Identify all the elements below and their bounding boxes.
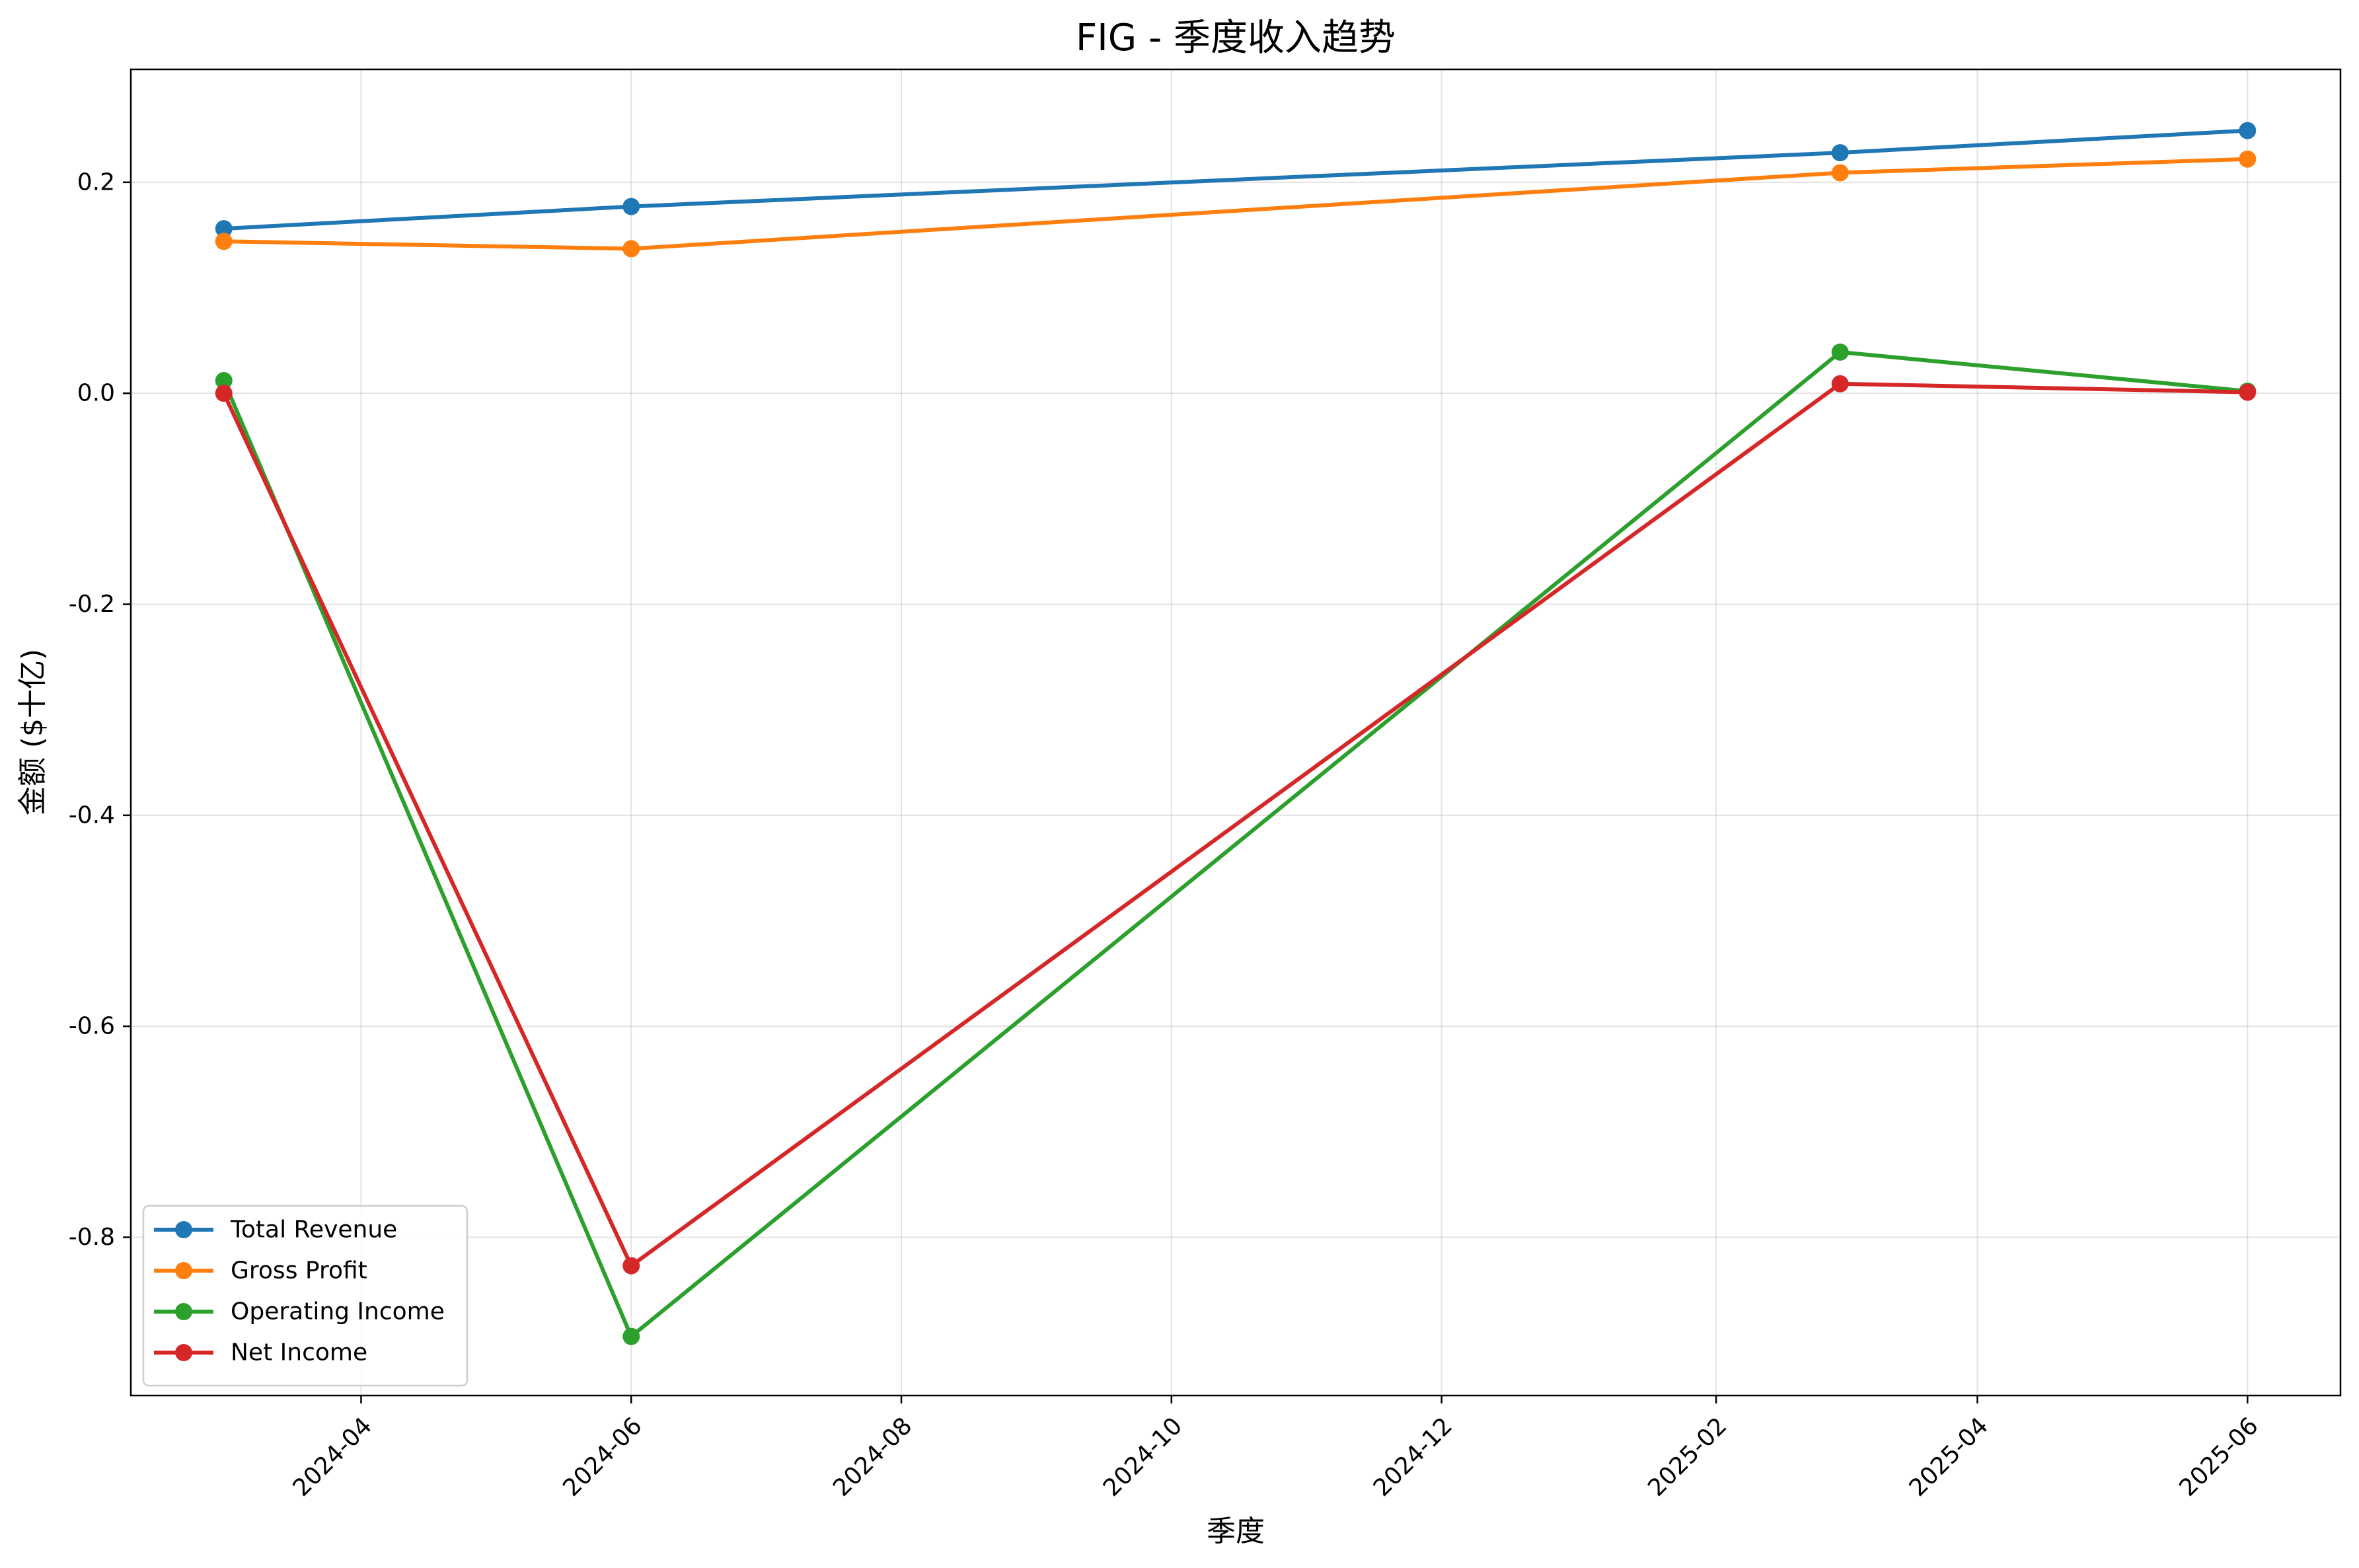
legend-swatch-marker <box>175 1262 192 1279</box>
legend-item: Operating Income <box>154 1298 445 1325</box>
plot-frame <box>130 68 2342 1397</box>
legend-label: Total Revenue <box>230 1216 397 1244</box>
y-tick-label: -0.2 <box>69 591 115 618</box>
series-line <box>223 128 2248 231</box>
data-point <box>215 220 233 238</box>
series-total-revenue <box>215 122 2257 238</box>
series-gross-profit <box>215 150 2257 258</box>
data-point <box>1831 144 1849 162</box>
legend-label: Net Income <box>231 1339 367 1366</box>
data-point <box>622 1327 640 1345</box>
data-point <box>1831 375 1849 392</box>
series-line <box>221 350 2248 1339</box>
legend-swatch-marker <box>175 1344 192 1361</box>
legend-swatch-marker <box>175 1221 192 1238</box>
y-tick-label: -0.8 <box>69 1224 115 1251</box>
legend-item: Gross Profit <box>154 1257 367 1285</box>
y-tick-label: 0.0 <box>77 380 115 407</box>
y-tick-label: 0.2 <box>77 168 115 196</box>
y-axis-title: 金额 ($十亿) <box>16 649 50 815</box>
data-point <box>215 372 233 390</box>
data-point <box>622 240 640 258</box>
data-point <box>2239 122 2257 139</box>
series-net-income <box>215 375 2257 1275</box>
series-line <box>222 381 2248 1268</box>
series-layer <box>215 122 2257 1345</box>
chart-title: FIG - 季度收入趋势 <box>1076 17 1396 59</box>
data-point <box>1831 343 1849 361</box>
x-axis-title: 季度 <box>1207 1514 1265 1548</box>
grid <box>131 69 2340 1396</box>
legend-swatch-marker <box>175 1303 192 1320</box>
legend-box <box>142 1205 468 1387</box>
data-point <box>215 385 233 402</box>
y-axis: 0.2 0.0 -0.2 -0.4 -0.6 -0.8 <box>69 168 131 1251</box>
data-point <box>622 1257 640 1275</box>
y-tick-label: -0.6 <box>69 1013 115 1040</box>
data-point <box>622 198 640 215</box>
y-tick-label: -0.4 <box>69 802 115 829</box>
data-point <box>215 233 233 250</box>
series-line <box>223 157 2248 251</box>
legend-label: Gross Profit <box>231 1257 367 1285</box>
data-point <box>2239 383 2257 401</box>
legend: Total Revenue Gross Profit Operating Incom… <box>142 1205 468 1387</box>
data-point <box>1831 164 1849 182</box>
legend-label: Operating Income <box>231 1298 445 1325</box>
legend-item: Total Revenue <box>154 1216 397 1244</box>
data-point <box>2239 150 2257 168</box>
legend-item: Net Income <box>154 1339 367 1366</box>
